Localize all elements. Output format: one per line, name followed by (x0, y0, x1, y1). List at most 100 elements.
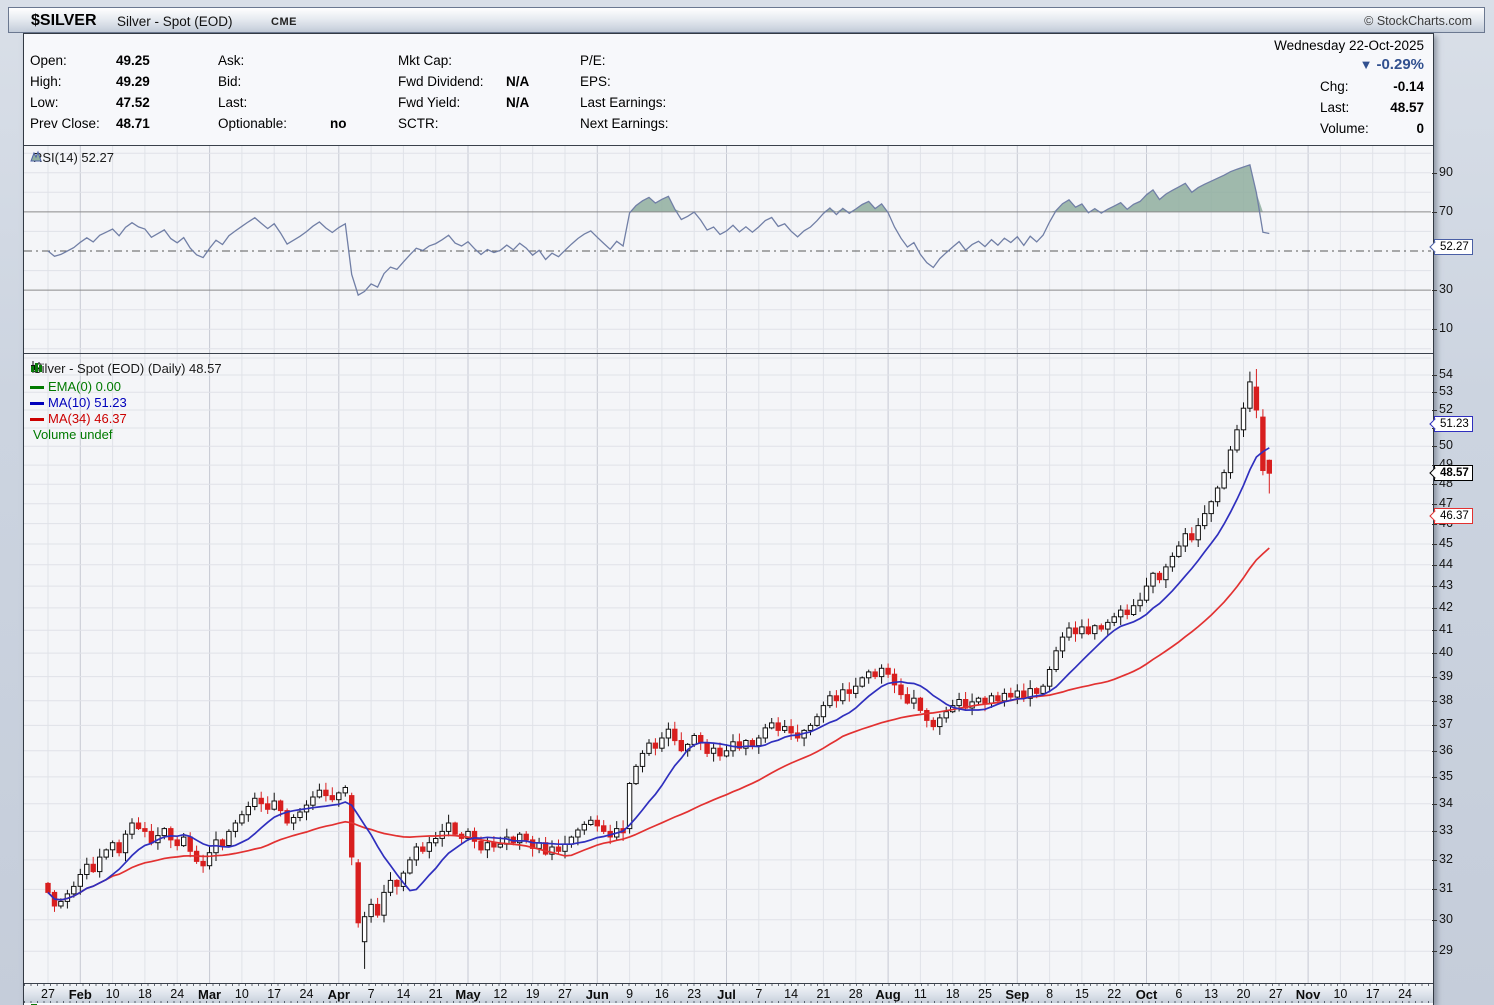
quote-label: Optionable: (218, 116, 288, 131)
x-axis-label: Jul (717, 987, 736, 1002)
x-axis-label: 23 (687, 987, 702, 1001)
x-axis-label: Mar (197, 987, 222, 1002)
price-legend-title-row: Silver - Spot (EOD) (Daily) 48.57 (31, 361, 222, 376)
legend-volume: Volume undef (30, 363, 222, 443)
line-swatch-icon (30, 402, 44, 406)
x-axis-label: 8 (1046, 987, 1054, 1001)
price-axis-tick-label: 31 (1432, 881, 1453, 896)
x-axis-label: 24 (170, 987, 185, 1001)
x-axis-label: Jun (585, 987, 609, 1002)
price-axis-tick-label: 37 (1432, 717, 1453, 732)
price-axis-tick-label: 50 (1432, 438, 1453, 453)
minor-tick-column (1433, 146, 1434, 983)
day-tick-marks (24, 984, 1433, 986)
x-axis-label: 9 (626, 987, 634, 1001)
price-value-callout: 48.57 (1434, 465, 1473, 482)
legend-ma10: MA(10) 51.23 (30, 395, 222, 411)
x-axis-label: 10 (1333, 987, 1348, 1001)
price-axis-tick-label: 45 (1432, 535, 1453, 550)
x-axis-label: 11 (913, 987, 927, 1001)
percent-change: ▼ -0.29% (1360, 56, 1424, 73)
price-axis-tick-label: 42 (1432, 599, 1453, 614)
price-axis-tick-label: 52 (1432, 401, 1453, 416)
copyright-label: © StockCharts.com (1364, 14, 1472, 28)
x-axis-label: 14 (396, 987, 411, 1001)
quote-label: EPS: (580, 74, 611, 89)
x-axis-label: 27 (1268, 987, 1283, 1001)
line-swatch-icon (30, 386, 44, 390)
price-axis-tick-label: 30 (1432, 911, 1453, 926)
quote-label: Mkt Cap: (398, 53, 453, 68)
price-axis-tick-label: 44 (1432, 556, 1453, 571)
price-panel: Silver - Spot (EOD) (Daily) 48.57 EMA(0)… (24, 353, 1433, 984)
quote-value: N/A (506, 95, 530, 110)
instrument-name: Silver - Spot (EOD) (117, 14, 233, 29)
down-triangle-icon: ▼ (1359, 57, 1373, 72)
rsi-panel: RSI(14) 52.27 (24, 145, 1433, 354)
rsi-axis-tick-label: 10 (1432, 321, 1453, 336)
price-axis-tick-label: 35 (1432, 768, 1453, 783)
price-axis-tick-label: 36 (1432, 742, 1453, 757)
x-axis-label: 12 (493, 987, 508, 1001)
quote-value: N/A (506, 74, 530, 89)
price-value-callout: 51.23 (1434, 415, 1473, 432)
x-axis-label: 6 (1175, 987, 1183, 1001)
x-axis-label: 21 (428, 987, 443, 1001)
line-swatch-icon (30, 418, 44, 422)
price-axis-tick-label: 53 (1432, 384, 1453, 399)
x-axis-label: Nov (1295, 987, 1321, 1002)
x-axis-label: 24 (299, 987, 314, 1001)
quote-col-earnings: P/E: EPS: Last Earnings: Next Earnings: (580, 53, 700, 137)
quote-label: Fwd Dividend: (398, 74, 484, 89)
quote-label: Low: (30, 95, 59, 110)
chart-body: Open: 49.25 High: 49.29 Low: 47.52 Prev Clo… (23, 33, 1434, 1004)
chart-title-bar: $SILVER Silver - Spot (EOD) CME © StockC… (8, 7, 1485, 33)
price-axis-tick-label: 43 (1432, 578, 1453, 593)
price-chart (24, 354, 1431, 983)
quote-volume-row: Volume: 0 (1320, 121, 1424, 136)
x-axis-label: 7 (367, 987, 375, 1001)
price-axis-tick-label: 54 (1432, 367, 1453, 381)
date-axis: 27 Feb 10 18 24 Mar 10 17 24 Apr 7 14 21 May 12 19 27 Jun… (24, 983, 1433, 1003)
price-axis-tick-label: 38 (1432, 692, 1453, 707)
price-legend: Silver - Spot (EOD) (Daily) 48.57 EMA(0)… (30, 361, 222, 443)
x-axis-label: 14 (784, 987, 799, 1001)
x-axis-label: Sep (1005, 987, 1030, 1002)
quote-value: no (330, 116, 347, 131)
exchange-label: CME (271, 16, 297, 28)
x-axis-label: 7 (755, 987, 763, 1001)
x-axis-label: May (455, 987, 481, 1002)
legend-ma34: MA(34) 46.37 (30, 411, 222, 427)
price-axis-tick-label: 47 (1432, 495, 1453, 510)
percent-change-value: -0.29% (1376, 56, 1424, 73)
quote-label: Next Earnings: (580, 116, 669, 131)
x-axis-label: 18 (137, 987, 152, 1001)
quote-last-row: Last: 48.57 (1320, 100, 1424, 115)
day-tick-marks (24, 1001, 1433, 1003)
x-axis-label: 24 (1398, 987, 1412, 1001)
quote-label: Last Earnings: (580, 95, 667, 110)
x-axis-label: Apr (327, 987, 350, 1002)
x-axis-label: Oct (1135, 987, 1158, 1002)
quote-value: 49.25 (116, 53, 150, 68)
rsi-legend: RSI(14) 52.27 (30, 150, 114, 165)
x-axis-label: 10 (234, 987, 249, 1001)
x-axis-label: 17 (267, 987, 282, 1001)
x-axis-label: 21 (816, 987, 831, 1001)
rsi-axis-tick-label: 90 (1432, 164, 1453, 179)
x-axis-label: 28 (848, 987, 863, 1001)
quote-label: Bid: (218, 74, 242, 89)
legend-ema: EMA(0) 0.00 (30, 379, 222, 395)
quote-value: 49.29 (116, 74, 150, 89)
quote-label: SCTR: (398, 116, 439, 131)
quote-panel: Open: 49.25 High: 49.29 Low: 47.52 Prev Clo… (24, 34, 1433, 145)
quote-label: Last: (218, 95, 248, 110)
price-value-callout: 46.37 (1434, 508, 1473, 525)
x-axis-label: Aug (875, 987, 901, 1002)
quote-label: Fwd Yield: (398, 95, 461, 110)
x-axis-label: 13 (1204, 987, 1219, 1001)
quote-value: 48.71 (116, 116, 150, 131)
rsi-axis-tick-label: 70 (1432, 203, 1453, 218)
price-axis-tick-label: 34 (1432, 795, 1453, 810)
